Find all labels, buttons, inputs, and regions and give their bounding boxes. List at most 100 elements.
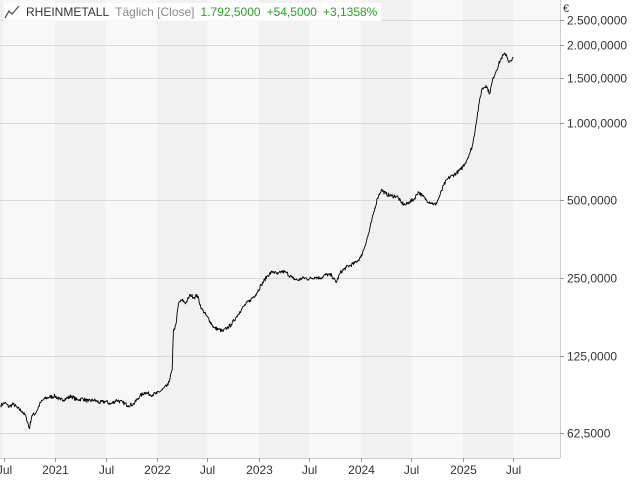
data-point	[448, 178, 449, 179]
data-point	[496, 70, 497, 71]
period-band	[54, 0, 106, 458]
data-point	[231, 324, 232, 325]
data-point	[201, 308, 202, 309]
data-point	[418, 191, 419, 192]
data-point	[485, 85, 486, 86]
data-point	[190, 294, 191, 295]
data-point	[4, 402, 5, 403]
x-tick-label: Jul	[200, 463, 215, 477]
data-point	[44, 398, 45, 399]
y-tick-label: 125,0000	[567, 350, 617, 364]
data-point	[150, 394, 151, 395]
data-point	[244, 305, 245, 306]
data-point	[386, 193, 387, 194]
data-point	[93, 399, 94, 400]
y-tick-label: 2.000,0000	[567, 39, 627, 53]
data-point	[76, 399, 77, 400]
data-point	[511, 60, 512, 61]
x-tick-label: Jul	[404, 463, 419, 477]
data-point	[503, 55, 504, 56]
data-point	[479, 102, 480, 103]
data-point	[31, 415, 32, 416]
data-point	[35, 412, 36, 413]
x-tick-label: 2025	[450, 463, 477, 477]
data-point	[197, 294, 198, 295]
data-point	[116, 399, 117, 400]
series-line	[0, 52, 514, 430]
data-point	[272, 271, 273, 272]
data-point	[172, 369, 173, 370]
data-point	[346, 267, 347, 268]
x-tick-label: 2022	[144, 463, 171, 477]
data-point	[435, 204, 436, 205]
data-point	[227, 327, 228, 328]
data-point	[475, 127, 476, 128]
data-point	[205, 314, 206, 315]
instrument-name: RHEINMETALL	[26, 5, 110, 19]
data-point	[364, 246, 365, 247]
data-point	[331, 275, 332, 276]
data-point	[377, 198, 378, 199]
data-point	[40, 402, 41, 403]
data-point	[239, 311, 240, 312]
data-point	[110, 403, 111, 404]
period-band	[207, 0, 259, 458]
line-chart-icon	[4, 5, 20, 19]
period-bands	[0, 0, 561, 459]
data-point	[369, 231, 370, 232]
period-band	[309, 0, 361, 458]
price-change-percent: +3,1358%	[322, 5, 378, 19]
data-point	[8, 406, 9, 407]
currency-label: €	[563, 3, 570, 15]
data-point	[422, 195, 423, 196]
data-point	[391, 195, 392, 196]
data-point	[493, 77, 494, 78]
period-band	[105, 0, 157, 458]
data-point	[472, 145, 473, 146]
data-point	[139, 395, 140, 396]
data-point	[506, 54, 507, 55]
data-point	[178, 302, 179, 303]
chart-header: RHEINMETALL Täglich [Close] 1.792,5000 +…	[4, 3, 382, 21]
data-point	[194, 297, 195, 298]
data-point	[173, 331, 174, 332]
y-tick-label: 1.000,0000	[567, 117, 627, 131]
data-point	[168, 384, 169, 385]
data-point	[277, 274, 278, 275]
period-band	[411, 0, 463, 458]
data-point	[105, 401, 106, 402]
chart-mode: Täglich [Close]	[115, 5, 195, 19]
x-tick-label: Jul	[302, 463, 317, 477]
last-price: 1.792,5000	[200, 5, 261, 19]
data-point	[122, 402, 123, 403]
x-tick-label: 2021	[42, 463, 69, 477]
x-tick-label: Jul	[0, 463, 12, 477]
period-band	[258, 0, 310, 458]
data-point	[48, 397, 49, 398]
data-point	[71, 395, 72, 396]
data-point	[99, 402, 100, 403]
data-point	[439, 195, 440, 196]
data-point	[500, 60, 501, 61]
data-point	[175, 324, 176, 325]
data-point	[413, 199, 414, 200]
y-axis-ticks: 62,5000 125,0000 250,0000 500,0000 1.000,000…	[560, 14, 627, 441]
data-point	[261, 284, 262, 285]
period-band	[0, 0, 4, 458]
series-layer	[0, 52, 514, 430]
data-point	[26, 417, 27, 418]
data-point	[281, 271, 282, 272]
data-point	[22, 411, 23, 412]
data-point	[17, 408, 18, 409]
data-point	[340, 272, 341, 273]
data-point	[255, 294, 256, 295]
data-point	[82, 398, 83, 399]
y-tick-label: 1.500,0000	[567, 72, 627, 86]
data-point	[209, 321, 210, 322]
data-point	[443, 184, 444, 185]
data-point	[214, 327, 215, 328]
x-tick-label: 2023	[246, 463, 273, 477]
data-point	[235, 317, 236, 318]
period-band	[3, 0, 55, 458]
